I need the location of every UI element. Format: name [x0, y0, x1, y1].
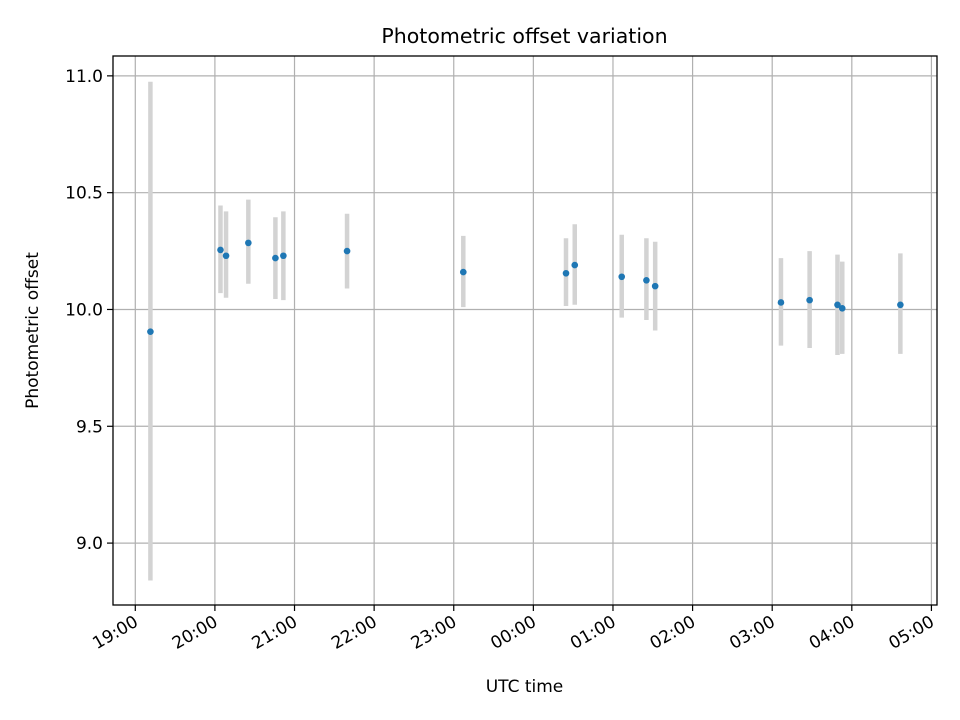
y-tick-label: 10.0	[65, 300, 103, 320]
data-point	[343, 247, 351, 255]
data-point	[618, 273, 626, 281]
data-point	[777, 299, 785, 306]
y-tick-label: 9.5	[76, 417, 103, 437]
data-point	[806, 296, 813, 304]
point-layer	[147, 239, 904, 335]
y-axis-ticks: 9.0 9.5 10.0 10.5 11.0	[65, 67, 113, 554]
data-point	[562, 269, 570, 277]
data-point	[217, 246, 224, 254]
data-point	[147, 328, 154, 335]
data-point	[651, 282, 659, 290]
data-point	[571, 261, 579, 269]
data-point	[834, 301, 841, 309]
data-point	[222, 252, 230, 260]
y-tick-label: 11.0	[65, 67, 103, 87]
data-point	[272, 254, 279, 262]
y-tick-label: 9.0	[76, 534, 103, 554]
data-point	[838, 305, 846, 312]
data-point	[459, 268, 467, 276]
grid-layer	[113, 56, 937, 605]
plot-frame	[112, 55, 938, 606]
chart-title: Photometric offset variation	[381, 24, 667, 48]
y-tick-label: 10.5	[65, 184, 103, 204]
data-point	[245, 239, 252, 247]
x-axis-label: UTC time	[486, 677, 564, 697]
data-point	[643, 276, 650, 284]
y-axis-label: Photometric offset	[23, 252, 43, 409]
data-point	[897, 301, 904, 309]
data-point	[280, 252, 287, 260]
